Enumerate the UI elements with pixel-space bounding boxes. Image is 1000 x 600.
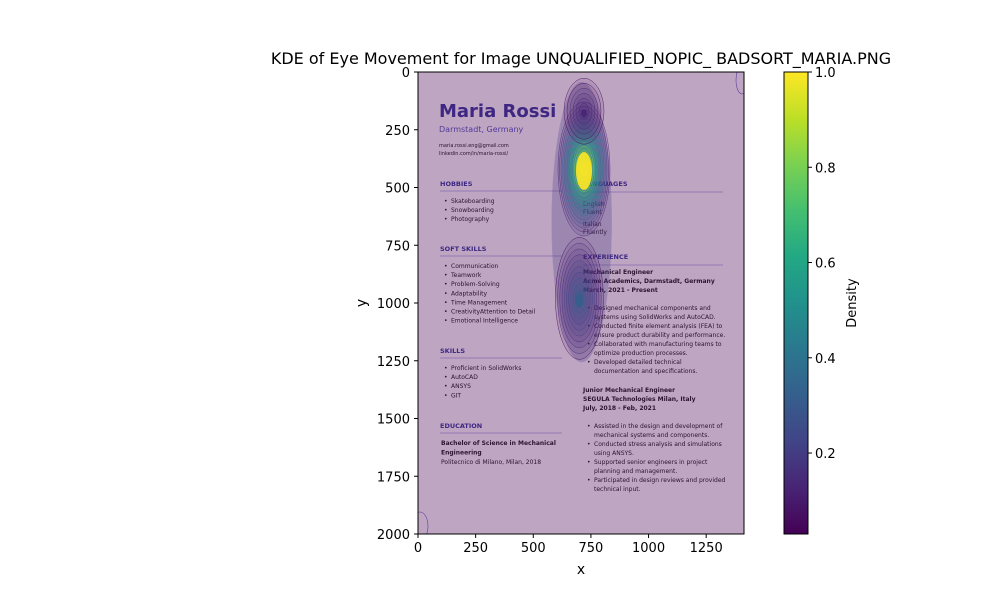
colorbar-tick-label: 0.4 [815, 352, 836, 367]
x-axis: 0 250 500 750 1000 1250 [414, 534, 723, 556]
x-tick-label: 1000 [632, 541, 665, 556]
y-tick-label: 0 [402, 66, 410, 81]
x-tick-label: 0 [414, 541, 422, 556]
x-tick-label: 250 [463, 541, 488, 556]
y-tick-label: 1750 [377, 470, 410, 485]
y-tick-label: 1500 [377, 413, 410, 428]
colorbar-label: Density [845, 278, 860, 328]
colorbar-tick-label: 0.8 [815, 161, 836, 176]
y-tick-label: 1000 [377, 297, 410, 312]
x-tick-label: 1250 [690, 541, 723, 556]
x-tick-label: 500 [521, 541, 546, 556]
y-tick-label: 750 [385, 239, 410, 254]
y-tick-label: 2000 [377, 528, 410, 543]
y-tick-label: 250 [385, 124, 410, 139]
y-tick-label: 500 [385, 182, 410, 197]
colorbar: 0.2 0.4 0.6 0.8 1.0 Density [784, 66, 860, 534]
density-peak [581, 109, 587, 117]
density-peak [576, 152, 592, 190]
x-tick-label: 750 [578, 541, 603, 556]
colorbar-tick-label: 1.0 [815, 66, 836, 81]
plot-area: Maria Rossi Darmstadt, Germany maria.rossi… [412, 66, 748, 540]
y-axis-label: y [354, 299, 370, 307]
density-peak [576, 293, 584, 308]
colorbar-tick-label: 0.2 [815, 447, 836, 462]
colorbar-gradient [784, 72, 808, 534]
x-axis-label: x [577, 562, 585, 578]
chart-title: KDE of Eye Movement for Image UNQUALIFIE… [271, 49, 891, 69]
colorbar-tick-label: 0.6 [815, 257, 836, 272]
density-overlay [412, 66, 748, 540]
y-axis: 0 250 500 750 1000 1250 1500 1750 2000 [377, 66, 418, 543]
colorbar-ticks: 0.2 0.4 0.6 0.8 1.0 [808, 66, 836, 462]
y-tick-label: 1250 [377, 355, 410, 370]
